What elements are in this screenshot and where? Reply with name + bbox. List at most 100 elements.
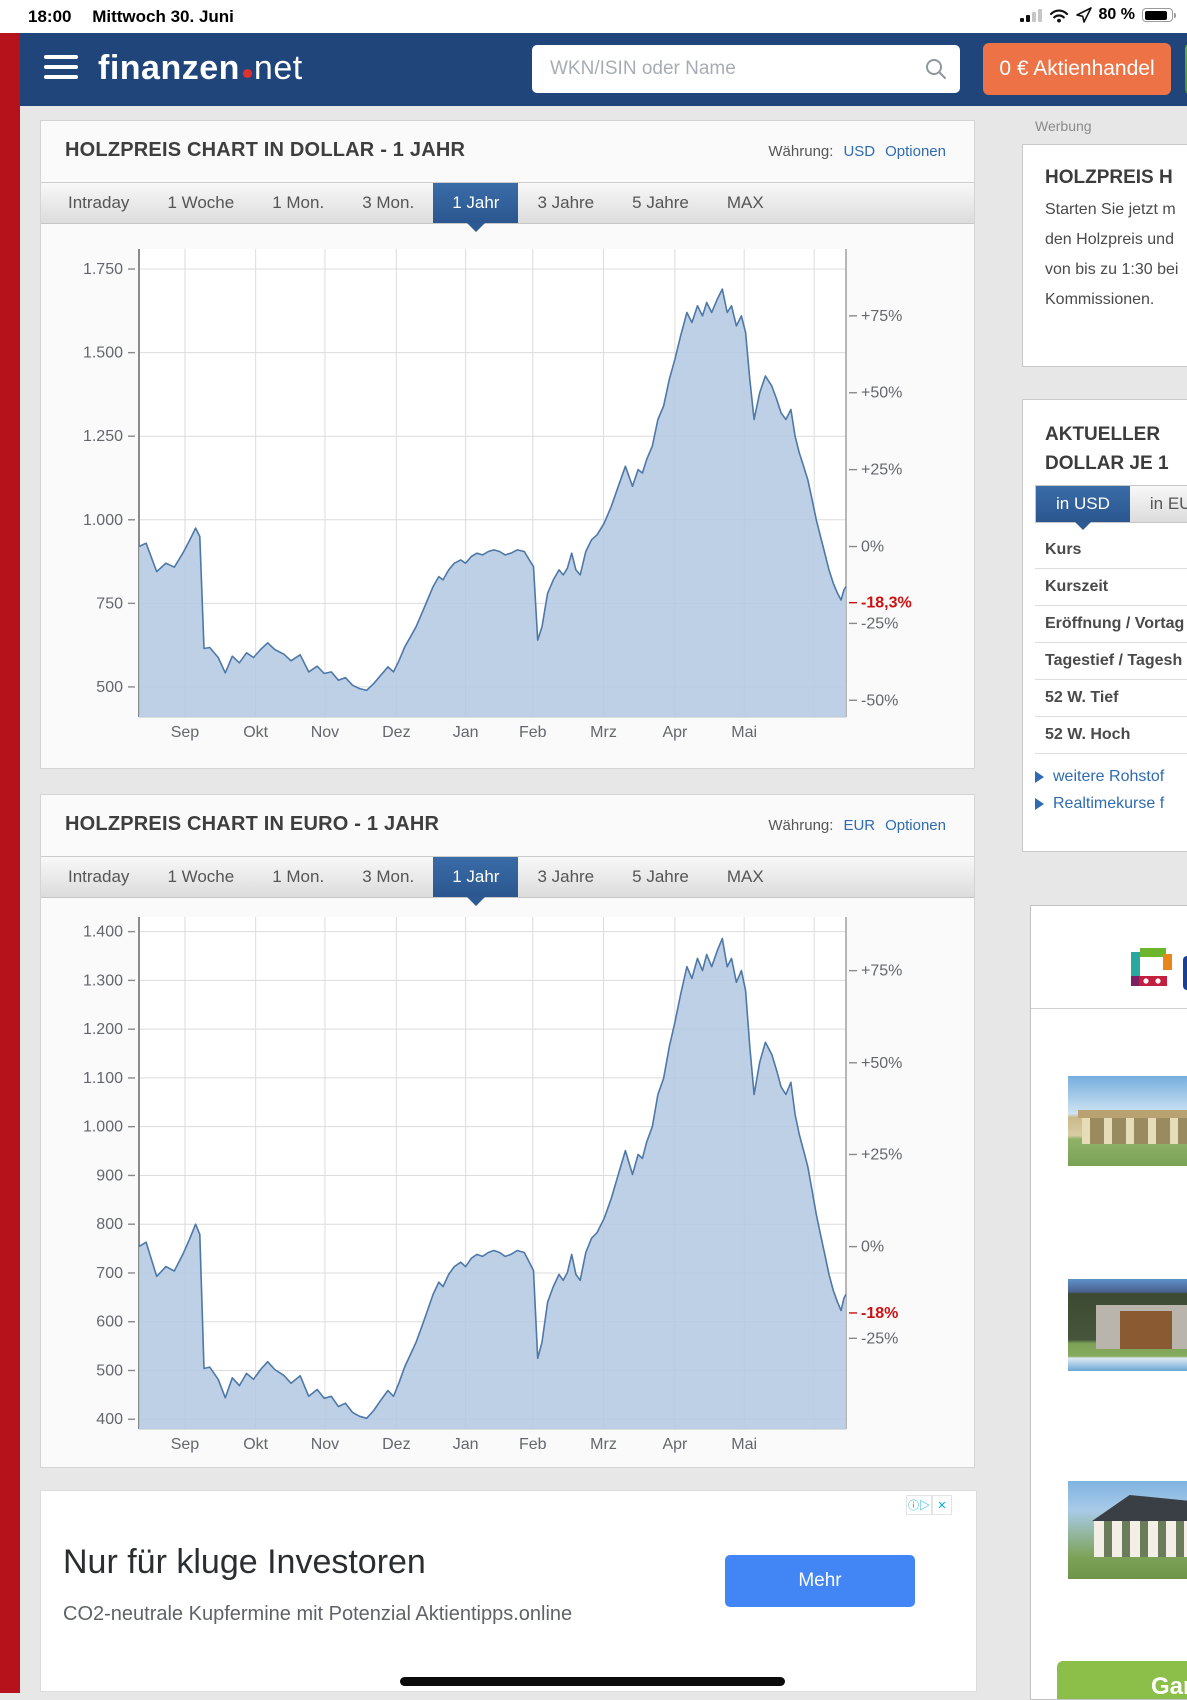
currency-label: Währung: bbox=[768, 143, 834, 160]
ad-headline: Nur für kluge Investoren bbox=[63, 1543, 426, 1581]
svg-text:400: 400 bbox=[96, 1411, 123, 1428]
quote-link[interactable]: Realtimekurse f bbox=[1035, 795, 1164, 813]
svg-text:1.400: 1.400 bbox=[83, 924, 123, 941]
x-axis-label: Mai bbox=[731, 724, 757, 741]
range-tab-1-woche[interactable]: 1 Woche bbox=[167, 193, 235, 212]
range-tab-3-jahre[interactable]: 3 Jahre bbox=[537, 867, 595, 886]
status-bar: 18:00 Mittwoch 30. Juni 80 % bbox=[0, 0, 1187, 33]
quote-tab-in-usd[interactable]: in USD bbox=[1036, 486, 1130, 530]
ad-image-pavilion[interactable] bbox=[1068, 1076, 1187, 1166]
pct-axis-label: 0% bbox=[861, 539, 884, 556]
header-green-button[interactable] bbox=[1185, 43, 1187, 95]
search-icon[interactable] bbox=[924, 57, 948, 81]
site-header: finanzen net 0 € Aktienhandel bbox=[20, 33, 1187, 106]
promo-text-line: Kommissionen. bbox=[1045, 291, 1155, 308]
adchoices-icon[interactable]: ⓘ▷ bbox=[906, 1495, 932, 1515]
currency-row: Währung: EUR Optionen bbox=[768, 817, 946, 834]
pct-axis-label: -25% bbox=[861, 615, 898, 632]
range-tab-1-mon-[interactable]: 1 Mon. bbox=[272, 193, 325, 212]
sidebar-ad-card[interactable]: Gar bbox=[1030, 905, 1187, 1700]
menu-icon[interactable] bbox=[44, 55, 78, 82]
quote-currency-tabs: in USD in EU bbox=[1035, 485, 1187, 530]
range-tab-max[interactable]: MAX bbox=[726, 867, 764, 886]
promo-text-line: Starten Sie jetzt m bbox=[1045, 201, 1176, 218]
svg-text:800: 800 bbox=[96, 1216, 123, 1233]
range-tab-intraday[interactable]: Intraday bbox=[68, 193, 130, 212]
range-tab-5-jahre[interactable]: 5 Jahre bbox=[632, 193, 689, 212]
svg-text:700: 700 bbox=[96, 1265, 123, 1282]
svg-text:1.250: 1.250 bbox=[83, 428, 123, 445]
range-tab-1-jahr[interactable]: 1 Jahr bbox=[433, 183, 519, 232]
x-axis-label: Apr bbox=[662, 1436, 688, 1453]
logo-text-tld: net bbox=[253, 49, 303, 87]
range-tab-5-jahre[interactable]: 5 Jahre bbox=[632, 867, 689, 886]
pct-axis-label: +25% bbox=[861, 462, 902, 479]
shop-cart-logo-icon bbox=[1131, 948, 1172, 986]
ad-mehr-button[interactable]: Mehr bbox=[725, 1555, 915, 1607]
range-tab-1-mon-[interactable]: 1 Mon. bbox=[272, 867, 325, 886]
x-axis-label: Feb bbox=[519, 724, 547, 741]
x-axis-label: Mrz bbox=[590, 1436, 617, 1453]
options-link[interactable]: Optionen bbox=[885, 143, 946, 160]
price-chart-eur: 400 500 600 700 800 900 1.000 1.100 1.200 1.300 1.… bbox=[83, 917, 902, 1453]
x-axis-label: Mrz bbox=[590, 724, 617, 741]
range-tab-3-mon-[interactable]: 3 Mon. bbox=[362, 867, 415, 886]
search-box bbox=[532, 45, 960, 93]
ad-close-icon[interactable]: ✕ bbox=[932, 1495, 952, 1515]
svg-text:500: 500 bbox=[96, 679, 123, 696]
x-axis-label: Jan bbox=[453, 1436, 479, 1453]
options-link[interactable]: Optionen bbox=[885, 817, 946, 834]
range-tab-1-woche[interactable]: 1 Woche bbox=[167, 867, 235, 886]
x-axis-label: Apr bbox=[662, 724, 688, 741]
svg-text:1.200: 1.200 bbox=[83, 1021, 123, 1038]
x-axis-label: Jan bbox=[453, 724, 479, 741]
quote-title-line1: AKTUELLER bbox=[1045, 424, 1161, 445]
promo-text-line: den Holzpreis und bbox=[1045, 231, 1174, 248]
currency-link[interactable]: EUR bbox=[843, 817, 876, 834]
quote-row-label: 52 W. Hoch bbox=[1035, 717, 1187, 754]
svg-text:1.500: 1.500 bbox=[83, 345, 123, 362]
x-axis-label: Okt bbox=[243, 724, 268, 741]
pct-axis-label: +50% bbox=[861, 1055, 902, 1072]
finanzen-net-logo[interactable]: finanzen net bbox=[98, 49, 303, 88]
search-input[interactable] bbox=[548, 45, 908, 93]
aktienhandel-button[interactable]: 0 € Aktienhandel bbox=[983, 43, 1171, 95]
ad-green-cta-button[interactable]: Gar bbox=[1057, 1661, 1187, 1700]
range-tab-1-jahr[interactable]: 1 Jahr bbox=[433, 857, 519, 906]
ad-image-gazebo[interactable] bbox=[1068, 1481, 1187, 1579]
ad-banner[interactable]: Nur für kluge Investoren CO2-neutrale Ku… bbox=[40, 1490, 977, 1692]
range-tab-3-mon-[interactable]: 3 Mon. bbox=[362, 193, 415, 212]
range-tab-intraday[interactable]: Intraday bbox=[68, 867, 130, 886]
currency-link[interactable]: USD bbox=[843, 143, 876, 160]
chart-title: HOLZPREIS CHART IN DOLLAR - 1 JAHR bbox=[65, 139, 466, 161]
pct-axis-label: -50% bbox=[861, 692, 898, 709]
home-indicator[interactable] bbox=[400, 1677, 785, 1686]
quote-link[interactable]: weitere Rohstof bbox=[1035, 768, 1164, 786]
range-tab-max[interactable]: MAX bbox=[726, 193, 764, 212]
quote-tab-in-eu[interactable]: in EU bbox=[1149, 494, 1187, 513]
svg-text:1.000: 1.000 bbox=[83, 512, 123, 529]
range-tabbar: Intraday 1 Woche 1 Mon. 3 Mon. 1 Jahr 3 Jahre… bbox=[41, 856, 974, 906]
svg-text:1.000: 1.000 bbox=[83, 1119, 123, 1136]
werbung-label: Werbung bbox=[1035, 118, 1092, 134]
battery-percent: 80 % bbox=[1098, 6, 1135, 23]
pct-axis-label: +50% bbox=[861, 385, 902, 402]
chart-panel-usd: HOLZPREIS CHART IN DOLLAR - 1 JAHR Währu… bbox=[40, 120, 975, 769]
svg-text:500: 500 bbox=[96, 1362, 123, 1379]
x-axis-label: Sep bbox=[171, 724, 200, 741]
range-tab-3-jahre[interactable]: 3 Jahre bbox=[537, 193, 595, 212]
x-axis-label: Okt bbox=[243, 1436, 268, 1453]
ad-logo-cell bbox=[1031, 906, 1187, 1009]
promo-card[interactable]: HOLZPREIS H Starten Sie jetzt m den Holzp… bbox=[1022, 144, 1187, 367]
ad-cta-label: Gar bbox=[1151, 1673, 1187, 1700]
ad-image-garden-cube[interactable] bbox=[1068, 1279, 1187, 1371]
chart-title: HOLZPREIS CHART IN EURO - 1 JAHR bbox=[65, 813, 440, 835]
quote-card: AKTUELLER DOLLAR JE 1 in USD in EU KursKu… bbox=[1022, 399, 1187, 852]
range-tabbar: Intraday 1 Woche 1 Mon. 3 Mon. 1 Jahr 3 Jahre… bbox=[41, 182, 974, 232]
currency-row: Währung: USD Optionen bbox=[768, 143, 946, 160]
x-axis-label: Dez bbox=[382, 724, 410, 741]
date-label: Mittwoch 30. Juni bbox=[92, 7, 234, 26]
quote-row-label: Tagestief / Tagesh bbox=[1035, 643, 1187, 680]
x-axis-label: Dez bbox=[382, 1436, 410, 1453]
